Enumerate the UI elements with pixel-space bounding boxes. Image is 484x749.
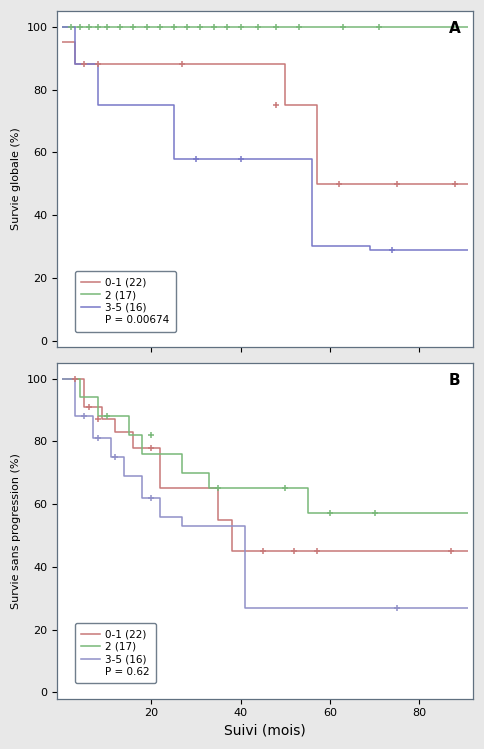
Y-axis label: Survie globale (%): Survie globale (%) (11, 127, 21, 231)
Legend: 0-1 (22), 2 (17), 3-5 (16), P = 0.62: 0-1 (22), 2 (17), 3-5 (16), P = 0.62 (75, 623, 156, 683)
Text: A: A (449, 21, 460, 36)
Y-axis label: Survie sans progression (%): Survie sans progression (%) (11, 453, 21, 609)
X-axis label: Suivi (mois): Suivi (mois) (224, 724, 306, 738)
Text: B: B (449, 373, 460, 388)
Legend: 0-1 (22), 2 (17), 3-5 (16), P = 0.00674: 0-1 (22), 2 (17), 3-5 (16), P = 0.00674 (75, 271, 176, 332)
